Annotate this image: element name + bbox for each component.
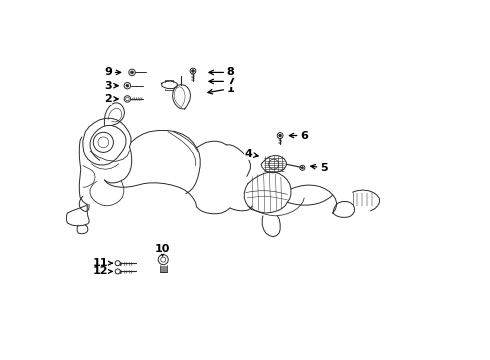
Text: 2: 2: [104, 94, 118, 104]
Circle shape: [279, 134, 282, 137]
Text: 9: 9: [104, 67, 121, 77]
Circle shape: [126, 84, 129, 87]
Text: 10: 10: [155, 244, 170, 256]
Circle shape: [131, 71, 133, 74]
Text: 4: 4: [245, 149, 258, 159]
Text: 12: 12: [93, 266, 112, 276]
Circle shape: [301, 167, 303, 169]
Text: 3: 3: [104, 81, 118, 91]
Text: 1: 1: [208, 84, 235, 94]
Text: 11: 11: [93, 258, 112, 268]
Text: 7: 7: [209, 76, 235, 86]
Text: 8: 8: [209, 67, 235, 77]
Text: 5: 5: [311, 163, 328, 173]
Circle shape: [192, 69, 195, 72]
Text: 6: 6: [289, 131, 308, 140]
